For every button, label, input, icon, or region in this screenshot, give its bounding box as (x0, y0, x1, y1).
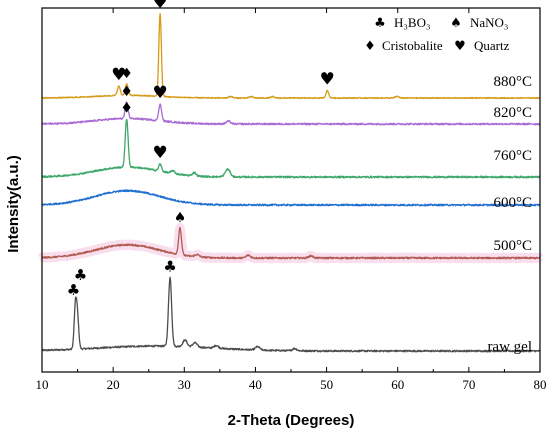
peak-marker: ♦ (120, 84, 133, 100)
peak-marker: ♦ (120, 101, 133, 117)
peak-marker: ♥ (111, 65, 126, 85)
series-label: 760°C (493, 148, 532, 164)
peak-marker: ♥ (152, 143, 167, 163)
peak-marker-layer: ♣♣ ♣♠♦♥♦ ♥♥♦♥♥ (67, 0, 335, 299)
peak-marker: ♣ (74, 266, 87, 284)
series-label: 500°C (493, 238, 532, 254)
series-line-820C (41, 101, 541, 126)
series-label: raw gel (487, 339, 532, 355)
series-line-rawgel (41, 276, 541, 353)
peak-marker: ♥ (152, 83, 167, 103)
peak-marker: ♥ (320, 70, 335, 90)
legend-symbol-quartz: ♥ (454, 39, 466, 54)
series-layer (37, 12, 545, 353)
x-axis-title: 2-Theta (Degrees) (228, 412, 355, 429)
legend-symbol-nano3: ♠ (450, 16, 462, 31)
y-axis-title: Intensity(a.u.) (5, 155, 22, 253)
peak-marker: ♦ (120, 66, 133, 82)
legend: ♣ H₃BO₃ ♠ NaNO₃ ♦ Cristobalite ♥ Quartz (364, 15, 509, 54)
series-500-halo (37, 222, 545, 264)
peak-marker: ♥ (152, 0, 167, 13)
legend-label-quartz: Quartz (474, 38, 510, 53)
peak-marker: ♠ (174, 210, 187, 226)
series-line-760C (41, 118, 541, 179)
legend-label-h3bo3: H₃BO₃ (394, 15, 431, 30)
x-tick-label: 10 (36, 377, 49, 392)
series-line-600C (41, 189, 541, 207)
legend-label-cristobalite: Cristobalite (382, 38, 443, 53)
x-tick-label: 70 (462, 377, 475, 392)
series-line-880C (41, 12, 541, 100)
plot-frame (41, 7, 541, 373)
x-tick-label: 50 (320, 377, 333, 392)
axis-layer: 10 20 30 40 50 60 70 80 (36, 7, 547, 392)
x-tick-label: 80 (534, 377, 547, 392)
x-tick-label: 30 (178, 377, 191, 392)
series-line-500C (41, 226, 541, 260)
series-label: 820°C (493, 105, 532, 121)
x-tick-label: 40 (249, 377, 262, 392)
x-tick-label: 20 (107, 377, 120, 392)
x-tick-label: 60 (391, 377, 404, 392)
peak-marker: ♣ (67, 281, 80, 299)
peak-marker: ♣ (163, 257, 176, 275)
legend-label-nano3: NaNO₃ (470, 15, 508, 30)
series-label-layer: raw gel 500°C 600°C 760°C 820°C 880°C (487, 74, 532, 355)
series-label: 600°C (493, 195, 532, 211)
legend-symbol-h3bo3: ♣ (374, 16, 386, 31)
series-label: 880°C (493, 74, 532, 90)
legend-symbol-cristobalite: ♦ (364, 39, 376, 54)
